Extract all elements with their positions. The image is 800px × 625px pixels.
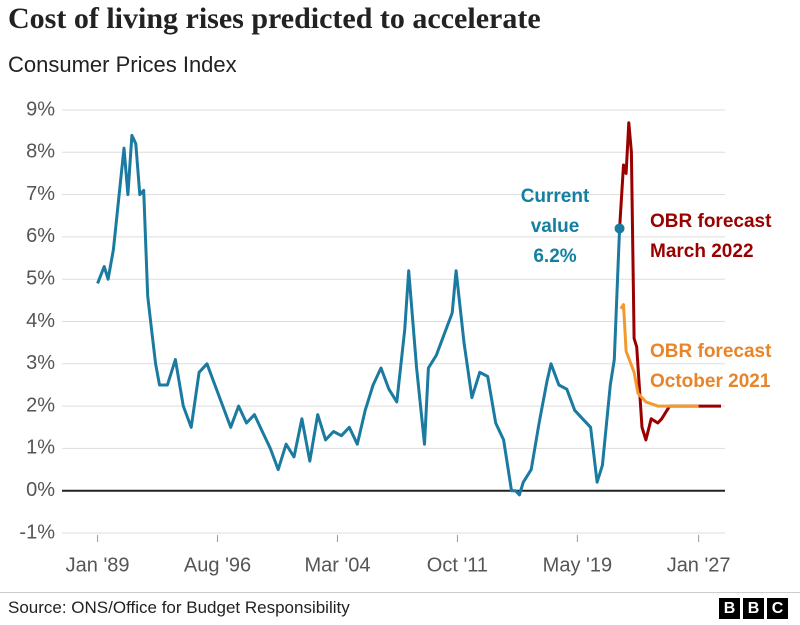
logo-letter: B (719, 598, 740, 619)
logo-letter: B (743, 598, 764, 619)
series-label: OBR forecast March 2022 (650, 211, 772, 262)
y-tick-label: 7% (26, 183, 55, 205)
footer-rule (0, 592, 800, 593)
y-tick-label: 8% (26, 141, 55, 163)
chart-subtitle: Consumer Prices Index (8, 52, 237, 77)
y-tick-label: 6% (26, 225, 55, 247)
logo-letter: C (767, 598, 788, 619)
x-tick-label: Jan '89 (66, 554, 130, 576)
current-value-dot (614, 223, 625, 234)
source: Source: ONS/Office for Budget Responsibi… (8, 598, 350, 617)
x-tick-label: May '19 (543, 554, 612, 576)
y-tick-label: 5% (26, 267, 55, 289)
series-line (619, 303, 699, 408)
y-tick-label: 3% (26, 352, 55, 374)
x-tick-label: Jan '27 (667, 554, 731, 576)
annotation: Current value 6.2% (520, 186, 590, 267)
y-tick-label: -1% (19, 521, 55, 543)
chart-title: Cost of living rises predicted to accele… (8, 2, 541, 35)
series-line (618, 121, 721, 442)
chart: -1% 0% 1% 2% 3% 4% 5% 6% 7% 8% 9% Jan '89 Aug '96 Mar… (19, 98, 731, 576)
x-tick-label: Aug '96 (184, 554, 251, 576)
x-tick-label: Oct '11 (427, 554, 488, 576)
y-tick-label: 9% (26, 98, 55, 120)
y-tick-label: 4% (26, 310, 55, 332)
x-tick-label: Mar '04 (304, 554, 370, 576)
series-line (96, 133, 622, 497)
series-label: OBR forecast October 2021 (650, 341, 772, 392)
y-tick-label: 2% (26, 394, 55, 416)
y-tick-label: 0% (26, 479, 55, 501)
y-tick-label: 1% (26, 437, 55, 459)
logo: B B C (719, 598, 788, 619)
